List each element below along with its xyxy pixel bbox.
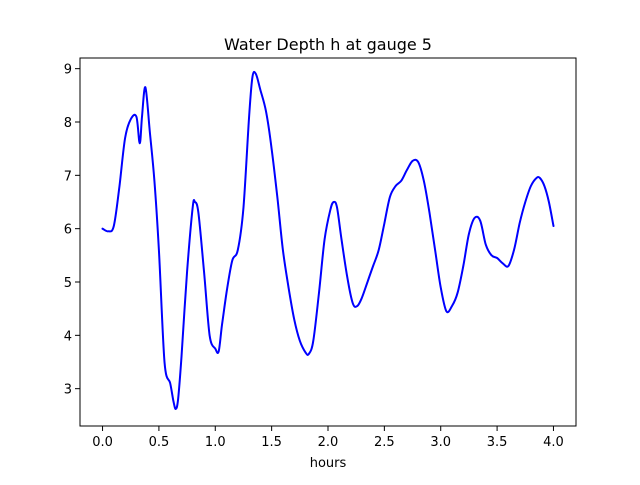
x-tick-label: 0.5 <box>149 435 170 450</box>
x-tick-label: 3.5 <box>487 435 508 450</box>
x-axis: 0.0 0.5 1.0 1.5 2.0 2.5 3.0 3.5 4.0 <box>92 426 564 450</box>
plot-area-frame <box>79 57 577 427</box>
x-tick-label: 2.0 <box>318 435 339 450</box>
water-depth-line <box>101 70 555 410</box>
chart-title: Water Depth h at gauge 5 <box>224 35 432 54</box>
x-axis-label: hours <box>310 456 347 471</box>
y-tick-label: 4 <box>64 329 72 344</box>
x-tick-label: 2.5 <box>374 435 395 450</box>
y-tick-label: 6 <box>64 223 72 238</box>
y-tick-label: 5 <box>64 276 72 291</box>
x-tick-label: 1.5 <box>261 435 282 450</box>
x-tick-label: 3.0 <box>430 435 451 450</box>
y-tick-label: 7 <box>64 169 72 184</box>
y-axis: 3 4 5 6 7 8 9 <box>64 63 80 398</box>
x-tick-label: 4.0 <box>543 435 564 450</box>
y-tick-label: 9 <box>64 63 72 78</box>
y-tick-label: 8 <box>64 116 72 131</box>
y-tick-label: 3 <box>64 383 72 398</box>
x-tick-label: 0.0 <box>92 435 113 450</box>
x-tick-label: 1.0 <box>205 435 226 450</box>
